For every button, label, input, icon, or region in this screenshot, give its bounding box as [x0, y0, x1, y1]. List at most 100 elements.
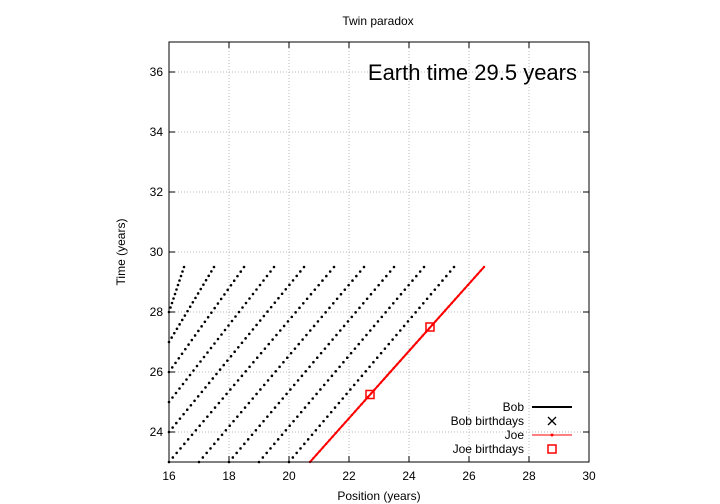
bob-worldline-dot — [317, 283, 320, 287]
bob-worldline-dot — [392, 301, 395, 305]
bob-worldline-dot — [332, 265, 336, 269]
bob-worldline-dot — [179, 274, 183, 278]
bob-worldline-dot — [239, 270, 243, 273]
bob-worldline-dot — [210, 311, 213, 314]
joe-worldline-dot — [337, 428, 341, 431]
bob-worldline-dot — [288, 283, 291, 287]
bob-worldline-dot — [275, 333, 278, 337]
bob-worldline-dot — [226, 359, 229, 362]
bob-worldline-dot — [276, 438, 280, 441]
bob-worldline-dot — [312, 360, 315, 364]
joe-worldline-dot — [440, 312, 444, 316]
bob-worldline-dot — [296, 379, 300, 382]
bob-worldline-dot — [185, 378, 188, 381]
bob-worldline-dot — [265, 451, 268, 455]
bob-worldline-dot — [170, 301, 174, 305]
bob-worldline-dot — [181, 382, 185, 386]
bob-worldline-dot — [303, 406, 307, 409]
bob-worldline-dot — [269, 305, 273, 309]
legend-symbol-joe-dot — [550, 433, 554, 437]
bob-worldline-dot — [191, 300, 195, 304]
bob-worldline-dot — [233, 350, 236, 354]
bob-worldline-dot — [201, 456, 205, 459]
bob-worldline-dot — [171, 456, 175, 459]
x-tick-label: 18 — [222, 469, 236, 483]
bob-worldline-dot — [232, 383, 236, 387]
legend-symbol-joe-birthdays — [547, 444, 557, 454]
bob-worldline-dot — [210, 270, 213, 273]
bob-worldline-dot — [248, 297, 251, 300]
bob-worldline-dot — [229, 283, 233, 287]
chart-title: Twin paradox — [342, 14, 413, 28]
y-tick-label: 32 — [150, 185, 164, 199]
bob-worldline-dot — [243, 406, 247, 409]
bob-worldline-dot — [170, 366, 174, 369]
joe-worldline-dot — [318, 449, 321, 453]
bob-worldline-dot — [352, 383, 356, 387]
bob-worldline-dot — [269, 410, 273, 414]
bob-worldline-dot — [373, 288, 377, 291]
bob-worldline-dot — [288, 424, 291, 428]
bob-worldline-dot — [320, 315, 324, 319]
bob-worldline-dot — [355, 274, 358, 278]
bob-worldline-dot — [219, 297, 223, 301]
bob-worldline-dot — [314, 428, 318, 432]
joe-worldline-dot — [473, 276, 476, 280]
bob-worldline-dot — [349, 388, 352, 391]
bob-worldline-dot — [209, 346, 213, 350]
bob-worldline-dot — [202, 283, 205, 286]
bob-worldline-dot — [262, 419, 265, 423]
bob-worldline-dot — [199, 287, 203, 291]
joe-worldline-dot — [357, 406, 360, 410]
bob-worldline-dot — [433, 288, 437, 291]
bob-worldline-dot — [205, 451, 208, 455]
bob-worldline-dot — [222, 363, 226, 367]
joe-worldline-dot — [312, 457, 315, 460]
bob-worldline-dot — [251, 292, 255, 296]
bob-worldline-dot — [300, 374, 304, 378]
bob-worldline-dot — [180, 318, 184, 322]
bob-worldline-dot — [391, 338, 394, 341]
bob-worldline-dot — [262, 279, 265, 282]
bob-worldline-dot — [388, 270, 392, 273]
bob-worldline-dot — [312, 324, 316, 328]
bob-worldline-dot — [315, 392, 318, 396]
bob-worldline-dot — [239, 410, 243, 414]
bob-worldline-dot — [349, 351, 353, 355]
bob-worldline-dot — [250, 433, 254, 437]
bob-worldline-dot — [365, 297, 369, 301]
x-tick-label: 16 — [162, 469, 176, 483]
bob-worldline-dot — [213, 342, 216, 345]
bob-worldline-dot — [415, 274, 418, 278]
bob-worldline-dot — [304, 370, 308, 373]
joe-worldline-dot — [315, 453, 318, 456]
bob-worldline-dot — [395, 333, 398, 337]
bob-worldline-dot — [216, 337, 220, 341]
y-axis-label: Time (years) — [114, 219, 128, 286]
bob-worldline-dot — [223, 293, 226, 296]
bob-worldline-dot — [193, 334, 197, 337]
bob-worldline-dot — [189, 403, 193, 407]
bob-worldline-dot — [310, 433, 314, 437]
bob-worldline-dot — [284, 428, 288, 432]
joe-worldline-dot — [350, 413, 354, 417]
bob-worldline-dot — [190, 433, 194, 437]
bob-worldline-dot — [306, 438, 310, 441]
bob-worldline-dot — [181, 270, 184, 273]
bob-worldline-dot — [223, 328, 227, 332]
bob-worldline-dot — [358, 306, 361, 310]
joe-worldline-dot — [466, 283, 470, 287]
bob-worldline-dot — [290, 315, 294, 319]
bob-worldline-dot — [385, 274, 388, 278]
bob-worldline-dot — [452, 265, 456, 269]
joe-worldline-dot — [389, 370, 392, 373]
bob-worldline-dot — [209, 410, 213, 414]
bob-worldline-dot — [308, 365, 311, 369]
bob-worldline-dot — [241, 306, 244, 309]
bob-worldline-dot — [172, 297, 175, 300]
joe-birthday-marker — [365, 389, 375, 400]
bob-worldline-dot — [365, 333, 368, 337]
bob-worldline-dot — [369, 292, 373, 296]
joe-worldline-dot — [382, 377, 386, 381]
